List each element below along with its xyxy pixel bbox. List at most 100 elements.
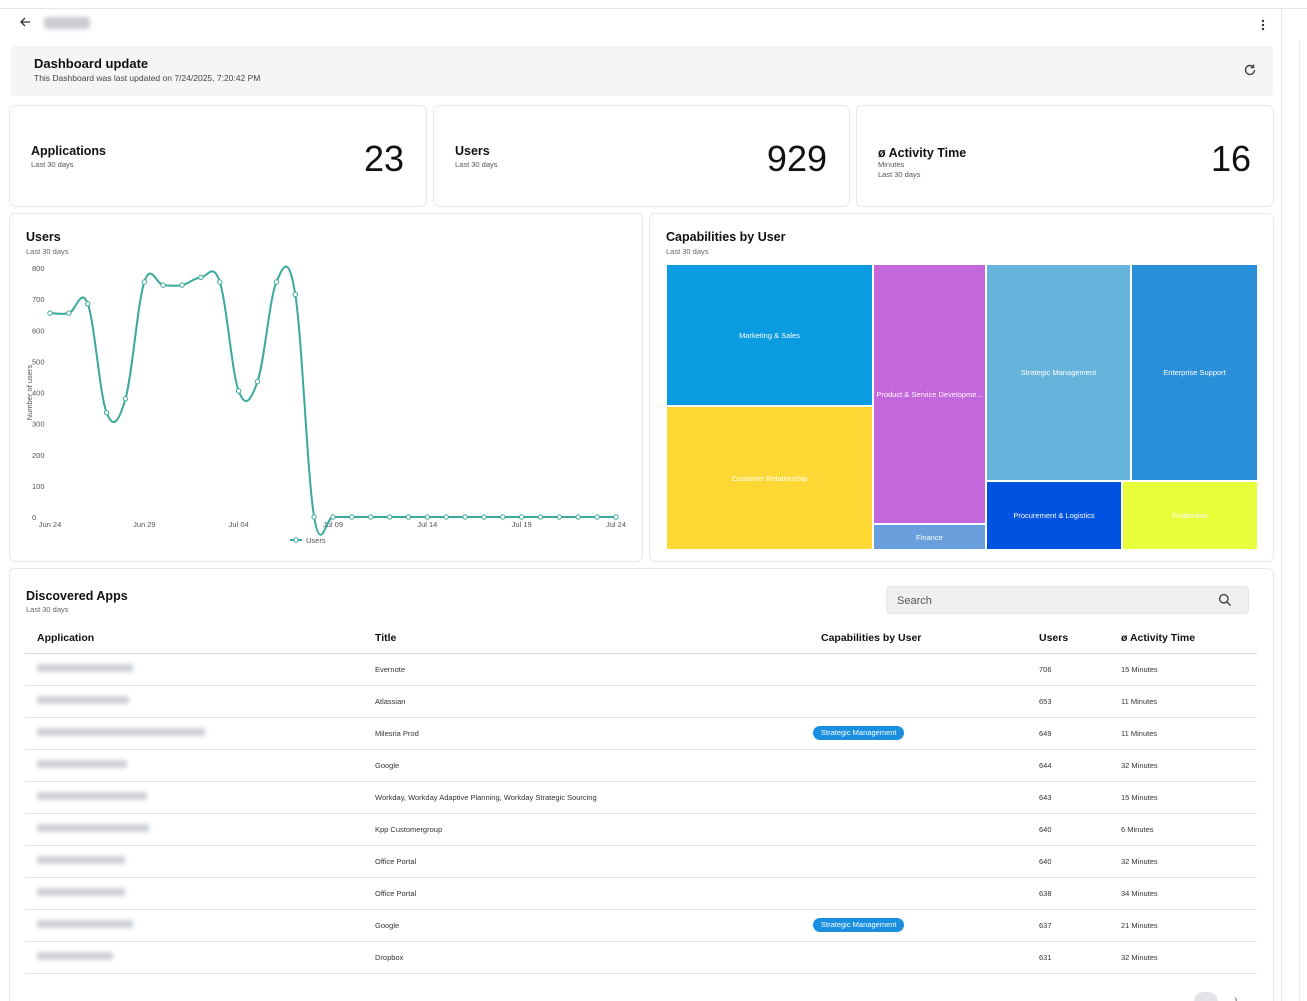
data-point — [518, 514, 525, 520]
capability-cell: Strategic Management — [813, 909, 1039, 942]
treemap-cell-procurement-logistics[interactable]: Procurement & Logistics — [986, 481, 1122, 550]
y-tick-label: 800 — [32, 264, 45, 273]
treemap: Marketing & Sales Customer Relationship … — [666, 264, 1258, 550]
data-point — [66, 310, 72, 316]
data-point — [424, 514, 431, 520]
data-point — [368, 514, 374, 520]
treemap-cell-customer-relationship[interactable]: Customer Relationship — [666, 406, 873, 550]
kpi-sub: Last 30 days — [31, 160, 74, 169]
col-users[interactable]: Users — [1039, 624, 1121, 654]
treemap-subtitle: Last 30 days — [666, 247, 709, 256]
col-capabilities[interactable]: Capabilities by User — [821, 624, 1039, 654]
scrollbar-track[interactable] — [1299, 40, 1300, 1001]
activity-time-cell: 32 Minutes — [1121, 749, 1257, 782]
capability-cell: Strategic Management — [813, 717, 1039, 750]
y-axis-label: Number of users — [25, 365, 34, 421]
y-tick-label: 500 — [32, 357, 45, 366]
treemap-cell-label: Finance — [916, 532, 943, 542]
arrow-left-icon[interactable] — [16, 14, 34, 32]
table-header-row: Application Title Capabilities by User U… — [25, 624, 1257, 654]
treemap-cell-marketing-sales[interactable]: Marketing & Sales — [666, 264, 873, 406]
application-cell — [25, 845, 375, 878]
activity-time-cell: 15 Minutes — [1121, 781, 1257, 814]
application-cell — [25, 749, 375, 782]
treemap-cell-enterprise-support[interactable]: Enterprise Support — [1131, 264, 1258, 481]
treemap-cell-strategic-management[interactable]: Strategic Management — [986, 264, 1131, 481]
data-point — [217, 279, 223, 285]
users-cell: 706 — [1039, 653, 1121, 686]
capability-cell — [821, 845, 1039, 878]
title-cell: Dropbox — [375, 941, 821, 974]
application-redacted — [37, 824, 149, 832]
treemap-cell-production[interactable]: Production — [1122, 481, 1258, 550]
users-cell: 644 — [1039, 749, 1121, 782]
refresh-icon[interactable] — [1243, 63, 1257, 77]
apps-table: Application Title Capabilities by User U… — [25, 624, 1257, 974]
search-icon[interactable] — [1218, 593, 1232, 607]
treemap-cell-product-service-development[interactable]: Product & Service Developme... — [873, 264, 986, 524]
y-tick-label: 400 — [32, 389, 45, 398]
users-line-chart: 0 100 200 300 400 500 600 700 800 Jun 24 Jun 29 Jul… — [25, 264, 626, 545]
capability-badge: Strategic Management — [813, 918, 905, 932]
data-point — [235, 388, 242, 394]
activity-time-cell: 34 Minutes — [1121, 877, 1257, 910]
y-tick-label: 600 — [32, 326, 45, 335]
title-cell: Workday, Workday Adaptive Planning, Work… — [375, 781, 821, 814]
kebab-icon[interactable] — [1256, 16, 1270, 36]
users-cell: 653 — [1039, 685, 1121, 718]
apps-subtitle: Last 30 days — [26, 605, 69, 614]
activity-time-cell: 21 Minutes — [1121, 909, 1257, 942]
capability-badge: Strategic Management — [813, 726, 905, 740]
treemap-cell-label: Customer Relationship — [731, 473, 808, 483]
users-cell: 640 — [1039, 845, 1121, 878]
data-point — [198, 274, 204, 281]
treemap-cell-label: Marketing & Sales — [739, 330, 800, 340]
capability-cell — [821, 749, 1039, 782]
table-row[interactable]: Milesria Prod Strategic Management 649 11 M… — [25, 717, 1257, 750]
data-point — [122, 396, 129, 402]
application-cell — [25, 685, 375, 718]
table-row[interactable]: Dropbox 631 32 Minutes — [25, 941, 1257, 974]
kpi-card-applications: Applications Last 30 days 23 — [9, 105, 427, 207]
col-application[interactable]: Application — [25, 624, 375, 654]
x-tick-label: Jul 19 — [512, 520, 532, 529]
application-cell — [25, 717, 375, 750]
kpi-card-activity-time: ø Activity Time Minutes Last 30 days 16 — [856, 105, 1274, 207]
application-redacted — [37, 856, 125, 864]
capability-cell — [821, 781, 1039, 814]
kpi-sub: Last 30 days — [878, 170, 921, 179]
users-cell: 643 — [1039, 781, 1121, 814]
users-cell: 631 — [1039, 941, 1121, 974]
application-redacted — [37, 696, 129, 704]
kpi-value: 929 — [766, 138, 827, 179]
table-row[interactable]: Evernote 706 15 Minutes — [25, 653, 1257, 686]
col-activity-time[interactable]: ø Activity Time — [1121, 624, 1257, 654]
treemap-cell-finance[interactable]: Finance — [873, 524, 986, 550]
activity-time-cell: 6 Minutes — [1121, 813, 1257, 846]
data-point — [481, 514, 487, 520]
table-row[interactable]: Google Strategic Management 637 21 Minutes — [25, 909, 1257, 942]
table-row[interactable]: Office Portal 638 34 Minutes — [25, 877, 1257, 910]
chevron-right-icon[interactable]: › — [1234, 994, 1238, 1001]
table-row[interactable]: Kpp Customergroup 640 6 Minutes — [25, 813, 1257, 846]
title-cell: Office Portal — [375, 877, 821, 910]
x-tick-label: Jun 24 — [39, 520, 62, 529]
data-point — [103, 410, 110, 416]
capability-cell — [821, 877, 1039, 910]
table-row[interactable]: Office Portal 640 32 Minutes — [25, 845, 1257, 878]
table-row[interactable]: Atlassian 653 11 Minutes — [25, 685, 1257, 718]
users-chart-subtitle: Last 30 days — [26, 247, 69, 256]
kpi-value: 23 — [363, 138, 404, 179]
apps-title: Discovered Apps — [26, 589, 128, 603]
table-row[interactable]: Workday, Workday Adaptive Planning, Work… — [25, 781, 1257, 814]
data-point — [462, 514, 468, 520]
pagination-current-page[interactable] — [1194, 992, 1218, 1001]
title-cell: Atlassian — [375, 685, 821, 718]
update-title: Dashboard update — [34, 56, 149, 71]
application-redacted — [37, 760, 127, 768]
table-row[interactable]: Google 644 32 Minutes — [25, 749, 1257, 782]
col-title[interactable]: Title — [375, 624, 821, 654]
search-input[interactable] — [897, 592, 1197, 610]
data-point — [613, 514, 619, 520]
chart-legend: Users — [290, 536, 326, 545]
